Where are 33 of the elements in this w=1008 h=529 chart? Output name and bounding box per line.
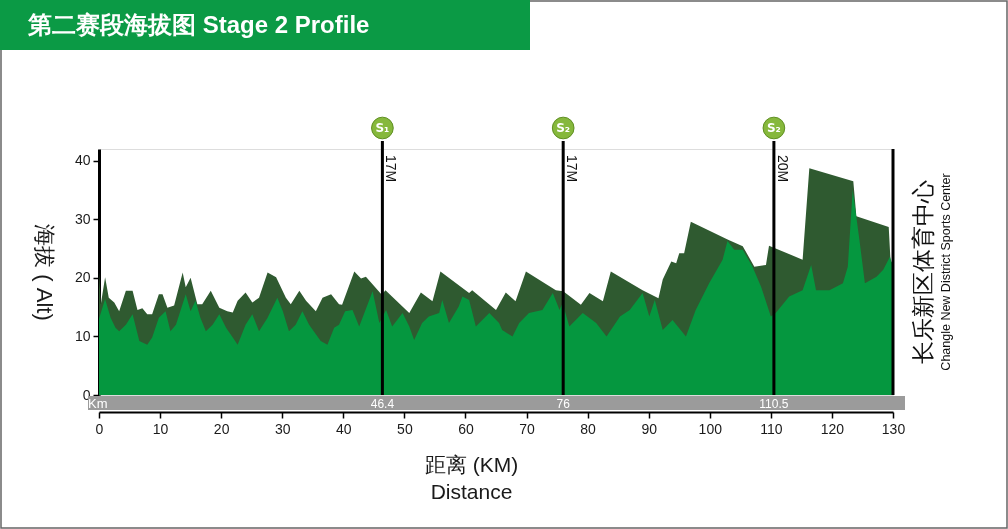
x-tick-label: 10 <box>152 420 169 437</box>
x-tick-label: 80 <box>580 420 597 437</box>
x-tick-label: 70 <box>519 420 536 437</box>
x-tick-label: 100 <box>698 420 723 437</box>
x-tick-label: 30 <box>274 420 291 437</box>
ref-line-label: 17M <box>383 155 400 183</box>
x-tick-label: 40 <box>336 420 352 437</box>
x-tick-label: 50 <box>397 420 413 437</box>
x2-tick-label: 110.5 <box>759 396 789 411</box>
chart-title: 第二赛段海拔图 Stage 2 Profile <box>27 11 370 38</box>
x-tick-label: 60 <box>458 420 474 437</box>
x-tick-label: 90 <box>641 420 658 437</box>
x-tick-label: 0 <box>95 420 104 437</box>
x2-tick-label: 46.4 <box>370 396 395 411</box>
text: S₂ <box>556 121 571 135</box>
y-tick-label: 30 <box>74 210 91 227</box>
text: Changle New District Sports Center <box>939 173 953 371</box>
text: S₂ <box>766 121 781 135</box>
y-axis-title: 海拔 ( Alt) <box>31 224 57 321</box>
text: S₁ <box>375 121 390 135</box>
ref-line-label: 20M <box>774 155 791 183</box>
x-tick-label: 110 <box>760 420 783 437</box>
ref-line-label: 17M <box>564 155 581 183</box>
y-tick-label: 40 <box>74 152 91 169</box>
x2-tick-label: 76 <box>556 396 571 411</box>
text: 长乐新区体育中心 <box>910 180 936 364</box>
y-tick-label: 10 <box>74 327 91 344</box>
x2-axis-title: Km <box>88 395 108 411</box>
x-tick-label: 130 <box>881 420 906 437</box>
y-tick-label: 20 <box>74 269 91 286</box>
x-tick-label: 120 <box>820 420 845 437</box>
x-axis-title: 距离 (KM) Distance <box>424 452 519 503</box>
x-tick-label: 20 <box>213 420 230 437</box>
